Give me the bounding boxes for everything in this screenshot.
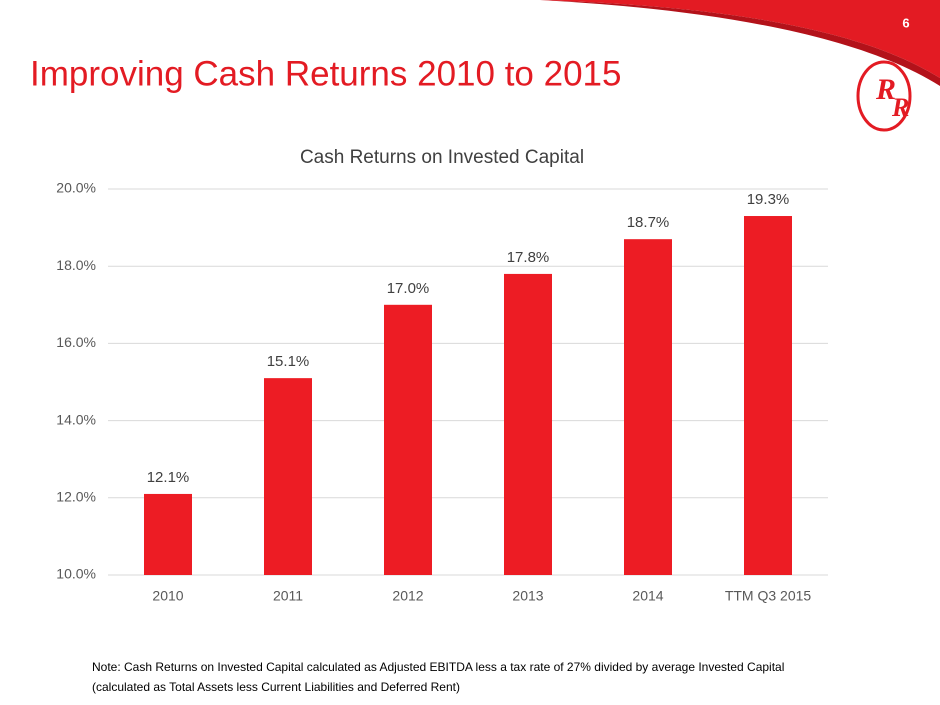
x-tick-label: 2013	[512, 588, 543, 604]
chart-title: Cash Returns on Invested Capital	[300, 147, 584, 168]
y-tick-label: 12.0%	[56, 489, 96, 505]
logo: R R	[856, 60, 912, 132]
x-tick-label: TTM Q3 2015	[725, 588, 812, 604]
x-tick-label: 2014	[632, 588, 663, 604]
slide-title: Improving Cash Returns 2010 to 2015	[30, 54, 621, 93]
y-tick-label: 10.0%	[56, 566, 96, 582]
value-label: 17.0%	[387, 280, 430, 297]
x-tick-label: 2010	[152, 588, 183, 604]
y-tick-label: 20.0%	[56, 180, 96, 196]
svg-text:R: R	[891, 93, 909, 122]
bar	[264, 378, 312, 575]
x-tick-label: 2012	[392, 588, 423, 604]
note: (calculated as Total Assets less Current…	[92, 680, 460, 694]
x-tick-label: 2011	[273, 588, 303, 604]
value-label: 15.1%	[267, 353, 310, 370]
bar	[144, 493, 192, 575]
value-label: 18.7%	[627, 214, 670, 231]
y-tick-label: 14.0%	[56, 411, 96, 427]
svg-text:R: R	[875, 73, 896, 106]
value-label: 12.1%	[147, 469, 190, 486]
value-label: 19.3%	[747, 191, 790, 208]
bar	[744, 216, 792, 575]
y-tick-label: 18.0%	[56, 257, 96, 273]
bar	[624, 239, 672, 575]
page-number: 6	[902, 15, 909, 30]
header-swoosh	[540, 0, 940, 78]
note: Note: Cash Returns on Invested Capital c…	[92, 660, 784, 674]
header-swoosh-shadow	[540, 0, 940, 86]
y-tick-label: 16.0%	[56, 334, 96, 350]
bar	[384, 304, 432, 575]
bar	[504, 273, 552, 575]
value-label: 17.8%	[507, 249, 550, 266]
